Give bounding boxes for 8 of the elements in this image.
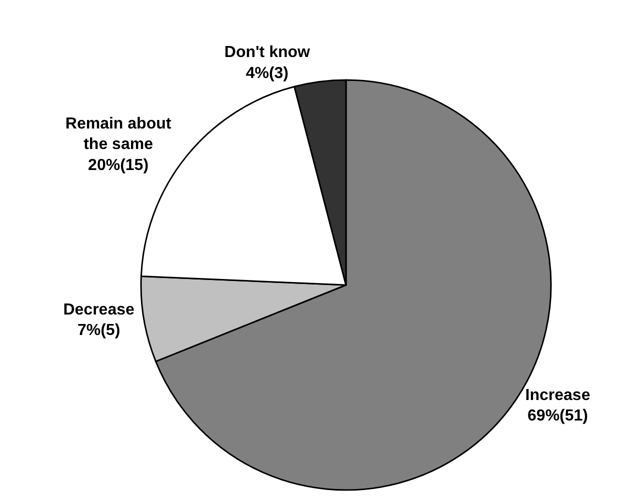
- data-label: 7%(5): [77, 322, 120, 340]
- slice-label: Don't know: [224, 44, 311, 62]
- slice-label: Increase: [525, 386, 590, 404]
- data-label: 4%(3): [246, 64, 289, 82]
- slice-label: Decrease: [63, 301, 134, 318]
- slice-label: Remain about the same: [65, 115, 172, 154]
- data-label: 69%(51): [528, 408, 588, 425]
- data-label: 20%(15): [88, 156, 149, 174]
